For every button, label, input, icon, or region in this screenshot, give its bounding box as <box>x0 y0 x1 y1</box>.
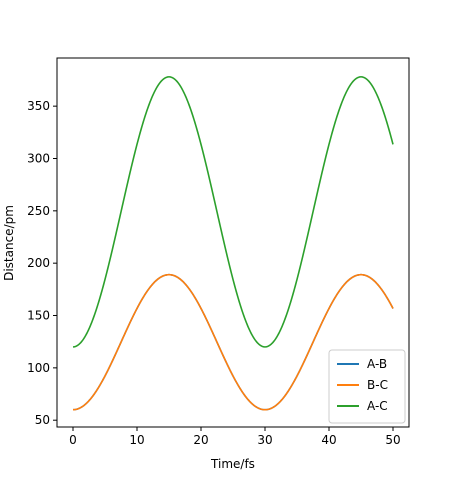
x-tick-label: 50 <box>385 433 400 447</box>
series-layer <box>72 76 394 411</box>
y-tick-label: 50 <box>35 413 50 427</box>
plot-frame <box>56 57 410 428</box>
x-tick-label: 10 <box>129 433 144 447</box>
legend-label: B-C <box>367 378 388 392</box>
y-tick-label: 100 <box>27 361 50 375</box>
y-tick-label: 350 <box>27 99 50 113</box>
series-line-a-c <box>72 76 394 348</box>
x-axis-ticks: 0 10 20 30 40 50 <box>69 427 401 447</box>
y-tick-label: 250 <box>27 204 50 218</box>
x-tick-label: 20 <box>193 433 208 447</box>
x-axis-label: Time/fs <box>210 457 255 471</box>
series-line-b-c <box>72 273 394 411</box>
y-tick-label: 150 <box>27 309 50 323</box>
legend-label: A-B <box>367 357 387 371</box>
legend-box <box>328 349 406 424</box>
legend: A-B B-C A-C <box>328 349 406 424</box>
y-tick-label: 200 <box>27 256 50 270</box>
x-tick-label: 30 <box>257 433 272 447</box>
x-tick-label: 40 <box>321 433 336 447</box>
legend-label: A-C <box>367 399 388 413</box>
y-axis-ticks: 50 100 150 200 250 300 350 <box>27 99 57 427</box>
x-tick-label: 0 <box>69 433 77 447</box>
y-axis-label: Distance/pm <box>2 205 16 281</box>
y-tick-label: 300 <box>27 151 50 165</box>
